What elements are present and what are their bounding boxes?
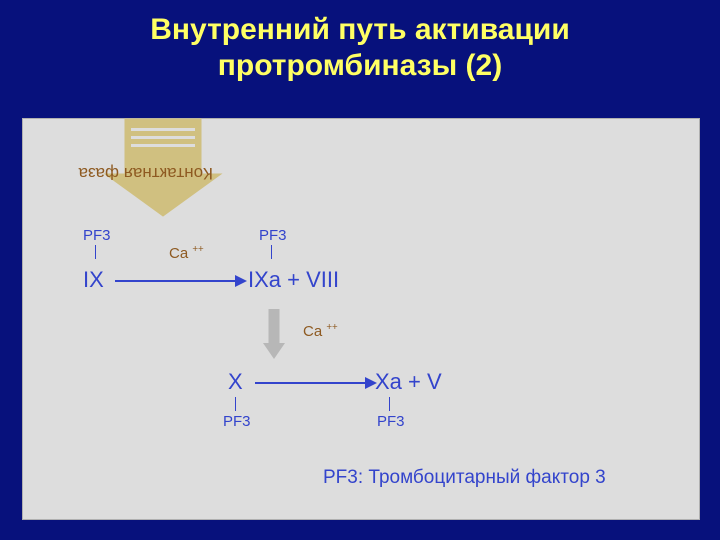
title-line-2: протромбиназы (2)	[218, 49, 502, 82]
arrow-line-icon	[115, 280, 235, 282]
calcium-label: Ca ++	[303, 322, 338, 340]
factor-ix-label: IX	[83, 267, 104, 293]
pf3-tick-icon	[389, 397, 390, 411]
pf3-label: PF3	[223, 413, 251, 430]
arrow-line-icon	[255, 382, 365, 384]
pf3-footnote: PF3: Тромбоцитарный фактор 3	[323, 467, 606, 489]
factor-ixa-viii-label: IXa + VIII	[248, 267, 339, 293]
arrow-head-icon	[235, 275, 247, 287]
contact-phase-label: Контактная фаза	[113, 163, 213, 183]
pf3-label: PF3	[259, 227, 287, 244]
pf3-tick-icon	[271, 245, 272, 259]
slide-title: Внутренний путь активации протромбиназы …	[0, 12, 720, 84]
pf3-tick-icon	[95, 245, 96, 259]
factor-xa-v-label: Xa + V	[375, 369, 442, 395]
calcium-label: Ca ++	[169, 244, 204, 262]
title-line-1: Внутренний путь активации	[150, 13, 570, 46]
factor-x-label: X	[228, 369, 243, 395]
pf3-label: PF3	[377, 413, 405, 430]
pf3-tick-icon	[235, 397, 236, 411]
down-arrow-icon	[263, 309, 285, 359]
slide-root: Внутренний путь активации протромбиназы …	[0, 0, 720, 540]
diagram-panel: Контактная фаза PF3 PF3 Ca ++ IX IXa + V…	[22, 118, 700, 520]
pf3-label: PF3	[83, 227, 111, 244]
